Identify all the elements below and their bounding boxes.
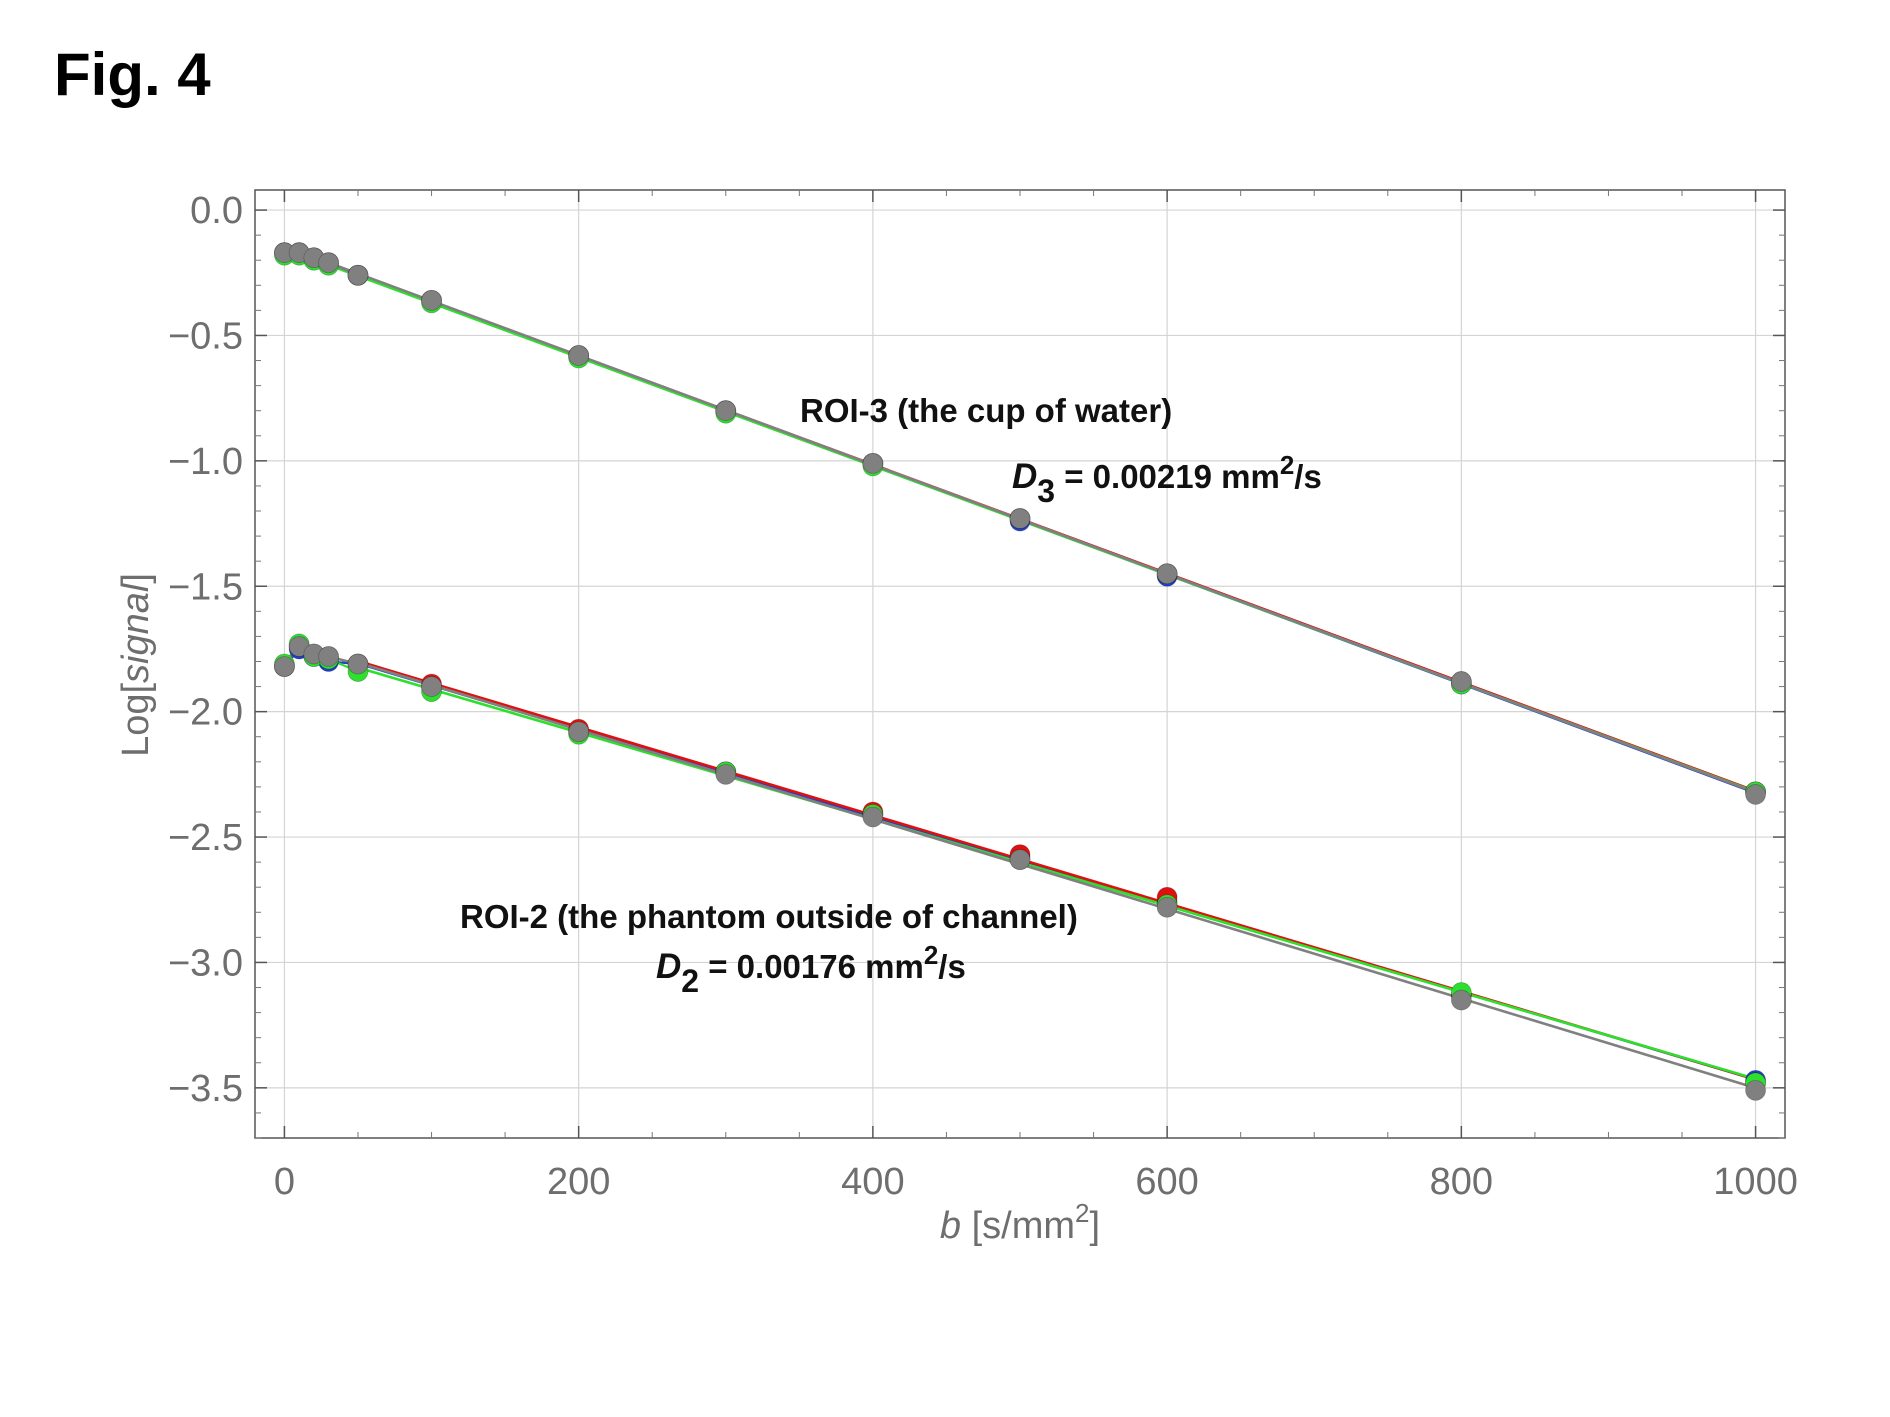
point-roi-2-gray [274, 656, 295, 677]
fit-line-roi-2-gray [357, 661, 1756, 1090]
y-tick-label: −0.5 [168, 315, 243, 357]
y-axis-title: Log[signal] [115, 573, 157, 757]
roi2-d-text: = 0.00176 mm [699, 948, 924, 985]
series-lines [283, 245, 1757, 1090]
y-axis-title-prefix: Log[ [115, 683, 157, 757]
point-roi-3-gray [568, 345, 590, 366]
x-tick-label: 200 [547, 1161, 610, 1203]
point-roi-2-gray [347, 653, 369, 675]
x-tick-label: 600 [1135, 1161, 1198, 1203]
point-roi-3-gray [421, 289, 442, 311]
roi3-d-text: = 0.00219 mm [1055, 458, 1280, 495]
x-axis-title-var: b [940, 1205, 961, 1247]
roi2-d-tail: /s [938, 948, 966, 985]
x-axis-title-unit: [s/mm [961, 1205, 1075, 1247]
y-tick-label: −1.5 [168, 566, 243, 608]
point-roi-3-gray [1009, 508, 1031, 529]
point-roi-2-gray [318, 646, 339, 667]
x-tick-label: 0 [274, 1161, 295, 1203]
point-roi-3-gray [862, 452, 884, 474]
roi2-d-sup: 2 [924, 940, 938, 970]
x-tick-label: 400 [841, 1161, 904, 1203]
axis-ticks: 0 200 400 600 800 1000 0.0 −0.5 −1.0 −1.5 −2.0 −2.5… [168, 190, 1798, 1203]
point-roi-2-gray [715, 763, 737, 785]
roi2-diffusion-annotation: D2 = 0.00176 mm2/s [656, 940, 966, 999]
y-tick-label: −2.5 [168, 817, 243, 859]
y-tick-label: −3.0 [168, 942, 243, 984]
y-axis-title-var: signal [115, 582, 157, 683]
roi3-d-sub: 3 [1037, 473, 1055, 509]
point-roi-3-gray [1450, 671, 1472, 692]
y-tick-label: 0.0 [190, 190, 243, 232]
y-tick-label: −1.0 [168, 441, 243, 483]
y-tick-label: −2.0 [168, 692, 243, 734]
figure-title: Fig. 4 [54, 41, 211, 108]
fit-line-roi-2-green [357, 666, 1756, 1081]
grid-lines [255, 190, 1785, 1138]
point-roi-2-gray [568, 721, 590, 743]
point-roi-2-gray [862, 806, 884, 828]
point-roi-3-gray [1156, 563, 1178, 585]
roi3-annotation: ROI-3 (the cup of water) [800, 392, 1172, 429]
roi2-d-var: D [656, 947, 681, 986]
point-roi-2-gray [1745, 1079, 1766, 1101]
roi2-annotation: ROI-2 (the phantom outside of channel) [460, 898, 1078, 935]
roi3-diffusion-annotation: D3 = 0.00219 mm2/s [1012, 450, 1322, 509]
series-points [274, 242, 1766, 1101]
x-axis-title-sup: 2 [1075, 1198, 1089, 1228]
point-roi-2-gray [1009, 849, 1031, 871]
point-roi-3-gray [318, 252, 339, 274]
x-axis-title-close: ] [1090, 1205, 1101, 1247]
roi3-d-sup: 2 [1280, 450, 1294, 480]
y-axis-title-suffix: ] [115, 573, 157, 584]
x-tick-label: 800 [1430, 1161, 1493, 1203]
roi3-d-var: D [1012, 457, 1037, 496]
point-roi-2-gray [1450, 989, 1472, 1011]
x-tick-label: 1000 [1713, 1161, 1798, 1203]
point-roi-3-gray [347, 264, 369, 286]
roi3-d-tail: /s [1294, 458, 1322, 495]
point-roi-2-gray [421, 676, 442, 697]
x-axis-title: b [s/mm2] [940, 1198, 1100, 1247]
roi2-d-sub: 2 [681, 963, 699, 999]
point-roi-3-gray [1745, 784, 1766, 805]
y-tick-label: −3.5 [168, 1068, 243, 1110]
plot-frame [254, 189, 1786, 1139]
point-roi-3-gray [715, 400, 737, 422]
point-roi-2-gray [1156, 896, 1178, 918]
